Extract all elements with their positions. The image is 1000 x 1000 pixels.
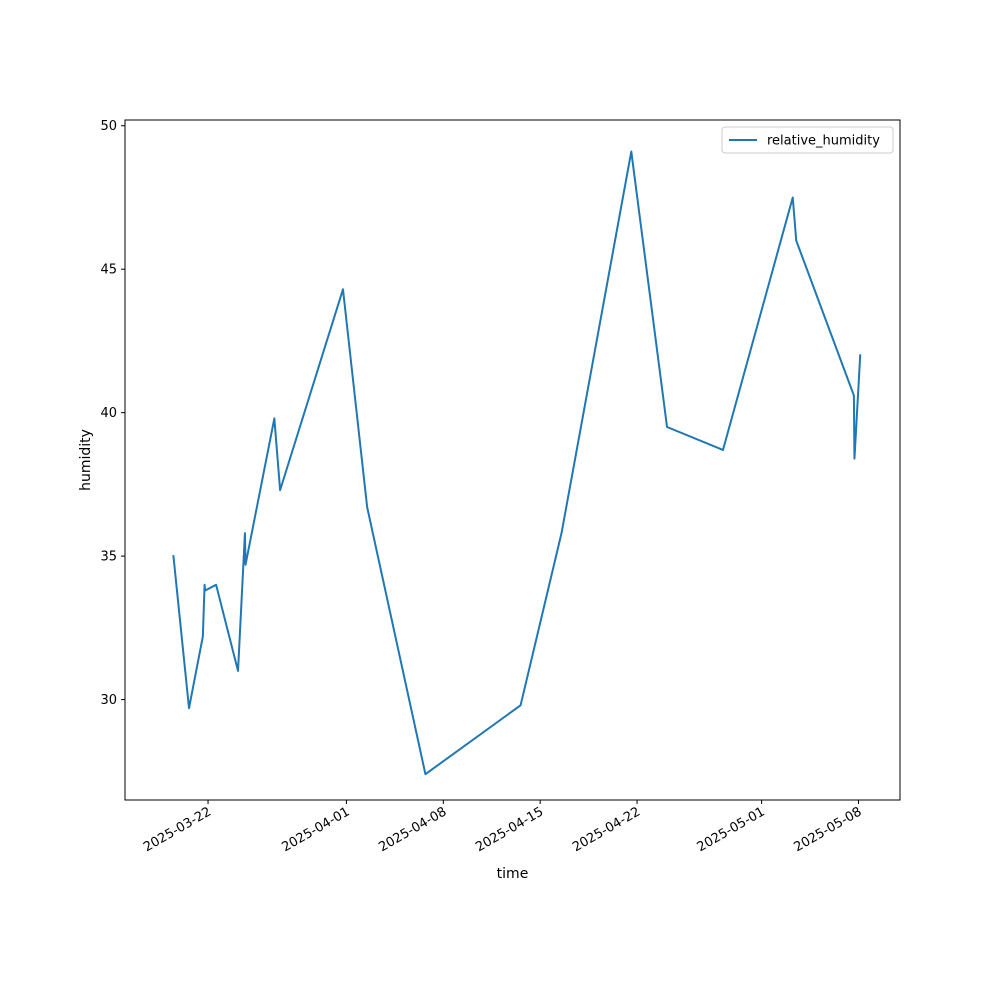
x-tick-label: 2025-04-22 <box>570 804 643 855</box>
axes-frame <box>124 119 901 801</box>
y-tick-label: 50 <box>100 119 117 134</box>
x-tick-label: 2025-04-15 <box>473 804 546 855</box>
x-tick-label: 2025-05-08 <box>792 804 865 855</box>
series-line <box>172 150 862 776</box>
x-axis: 2025-03-22 2025-04-01 2025-04-08 2025-04-15… <box>141 800 864 855</box>
legend: relative_humidity <box>721 126 894 154</box>
y-tick-label: 35 <box>100 550 117 565</box>
legend-box <box>721 126 894 154</box>
y-axis-label: humidity <box>78 429 94 491</box>
y-tick-label: 45 <box>100 263 117 278</box>
plot-area <box>125 120 900 800</box>
series-layer <box>172 150 862 776</box>
x-axis-label: time <box>497 866 529 882</box>
y-tick-label: 40 <box>100 406 117 421</box>
x-tick-label: 2025-03-22 <box>141 804 214 855</box>
y-tick-label: 30 <box>100 693 117 708</box>
x-tick-label: 2025-05-01 <box>695 804 768 855</box>
x-tick-label: 2025-04-01 <box>279 804 352 855</box>
axes-border <box>124 119 901 801</box>
y-axis: 30 35 40 45 50 <box>100 119 125 708</box>
legend-label: relative_humidity <box>767 134 880 149</box>
x-tick-label: 2025-04-08 <box>376 804 449 855</box>
